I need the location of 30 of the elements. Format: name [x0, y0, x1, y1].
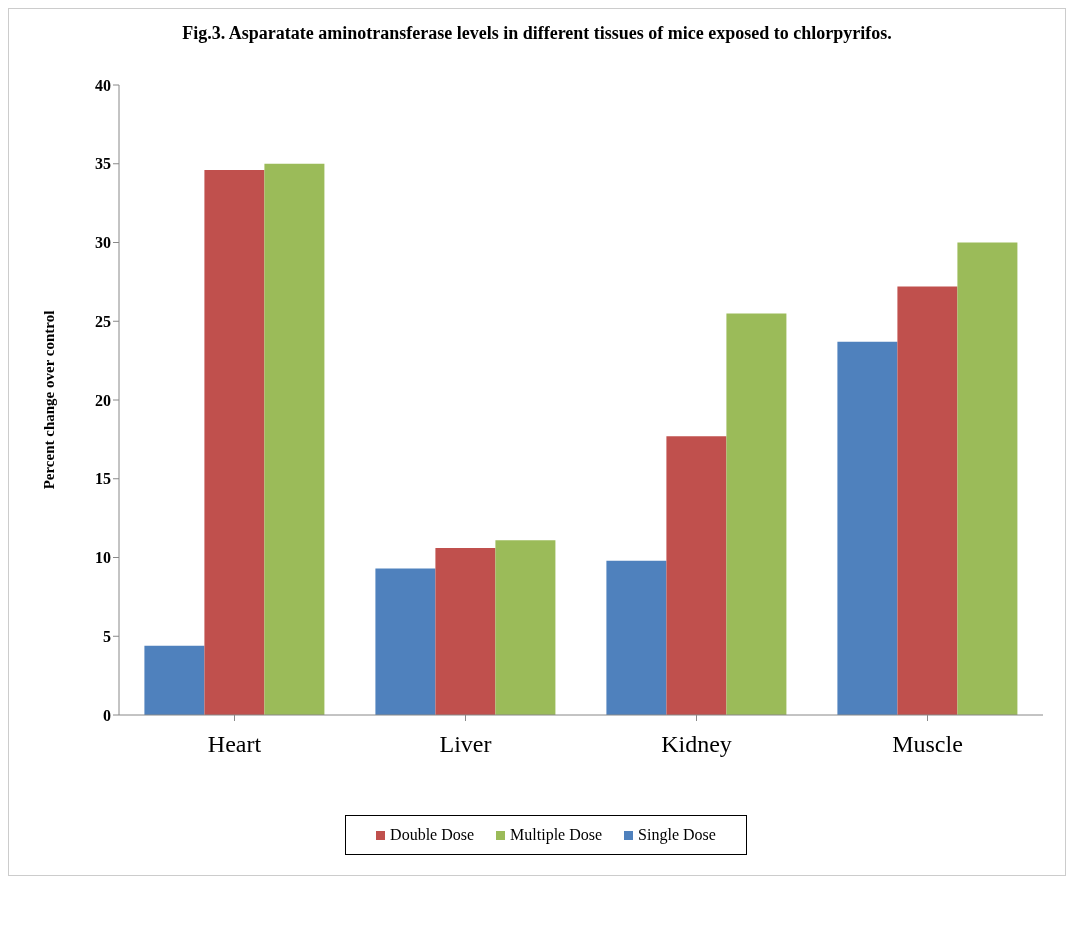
y-tick-label: 25 [95, 313, 111, 331]
y-tick-label: 40 [95, 76, 111, 94]
legend-label: Multiple Dose [509, 826, 603, 845]
legend-label: Single Dose [637, 826, 716, 845]
x-tick-label: Heart [207, 731, 262, 758]
bar [264, 164, 325, 716]
bar [144, 646, 205, 716]
bar [837, 342, 898, 716]
y-tick-label: 10 [95, 549, 111, 567]
x-tick-label: Kidney [661, 731, 732, 758]
bar [435, 548, 496, 716]
bar [375, 568, 436, 716]
bar [897, 286, 958, 716]
bar [726, 313, 787, 716]
y-tick-label: 35 [95, 155, 111, 173]
x-tick-label: Muscle [892, 731, 963, 758]
bar [666, 436, 727, 716]
chart-title: Fig.3. Asparatate aminotransferase levels in different tissues of mice exposed to chlorpyrifos. [181, 22, 893, 45]
bar [957, 242, 1018, 716]
y-tick-label: 0 [103, 706, 111, 724]
y-axis-title: Percent change over control [41, 310, 58, 490]
bar [495, 540, 556, 716]
x-tick-label: Liver [439, 731, 492, 758]
y-tick-label: 30 [95, 234, 111, 252]
bar [204, 170, 265, 716]
y-tick-label: 5 [103, 628, 111, 646]
y-tick-label: 15 [95, 470, 111, 488]
y-tick-label: 20 [95, 391, 111, 409]
legend-label: Double Dose [389, 826, 475, 845]
bar [606, 560, 667, 716]
